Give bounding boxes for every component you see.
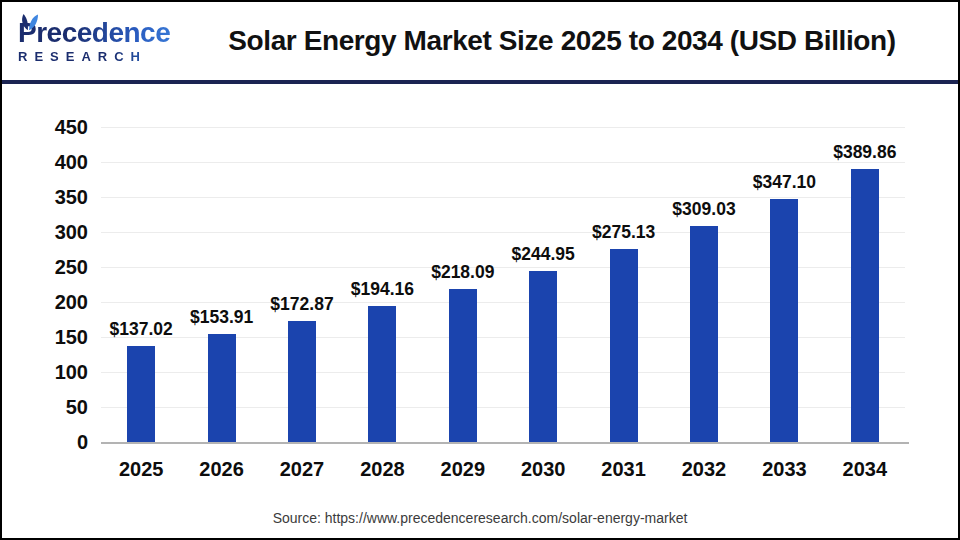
bar-2033 [770, 199, 798, 442]
bar-2025 [127, 346, 155, 442]
bar-value-label: $137.02 [110, 319, 173, 339]
y-axis-tick-label: 400 [2, 151, 88, 173]
x-axis-tick-label: 2026 [199, 458, 244, 480]
bar-2030 [529, 271, 557, 442]
y-axis-tick-label: 200 [2, 291, 88, 313]
bar-value-label: $153.91 [190, 307, 253, 327]
bar-value-label: $218.09 [431, 262, 494, 282]
bar-value-label: $244.95 [512, 244, 575, 264]
bar-2031 [610, 249, 638, 442]
bar-2034 [851, 169, 879, 442]
x-axis-tick-label: 2025 [119, 458, 164, 480]
x-axis-line [101, 442, 909, 444]
x-axis-tick-label: 2029 [441, 458, 486, 480]
bar-2026 [208, 334, 236, 442]
bar-2028 [368, 306, 396, 442]
x-axis-tick-label: 2033 [762, 458, 807, 480]
infographic-frame: Precedence RESEARCH Solar Energy Market … [0, 0, 960, 540]
y-axis-tick-label: 0 [2, 431, 88, 453]
x-axis-tick-label: 2028 [360, 458, 405, 480]
x-axis-tick-label: 2027 [280, 458, 325, 480]
y-axis-tick-label: 100 [2, 361, 88, 383]
gridline [101, 197, 905, 198]
bar-2032 [690, 226, 718, 442]
bar-value-label: $172.87 [270, 294, 333, 314]
y-axis-tick-label: 150 [2, 326, 88, 348]
bar-2027 [288, 321, 316, 442]
bar-value-label: $194.16 [351, 279, 414, 299]
x-axis-tick-label: 2034 [843, 458, 888, 480]
bar-value-label: $275.13 [592, 222, 655, 242]
bar-value-label: $309.03 [672, 199, 735, 219]
y-axis-tick-label: 50 [2, 396, 88, 418]
gridline [101, 162, 905, 163]
bar-2029 [449, 289, 477, 442]
x-axis-tick-label: 2031 [601, 458, 646, 480]
bar-value-label: $389.86 [833, 142, 896, 162]
y-axis-tick-label: 300 [2, 221, 88, 243]
source-text: Source: https://www.precedenceresearch.c… [2, 510, 958, 526]
x-axis-tick-label: 2030 [521, 458, 566, 480]
y-axis-tick-label: 450 [2, 116, 88, 138]
y-axis-tick-label: 250 [2, 256, 88, 278]
bar-value-label: $347.10 [753, 172, 816, 192]
bar-chart: 0 50 100 150 200 250 300 350 400 450 $137.02 2025 $1… [2, 2, 958, 538]
gridline [101, 127, 905, 128]
x-axis-tick-label: 2032 [682, 458, 727, 480]
y-axis-tick-label: 350 [2, 186, 88, 208]
